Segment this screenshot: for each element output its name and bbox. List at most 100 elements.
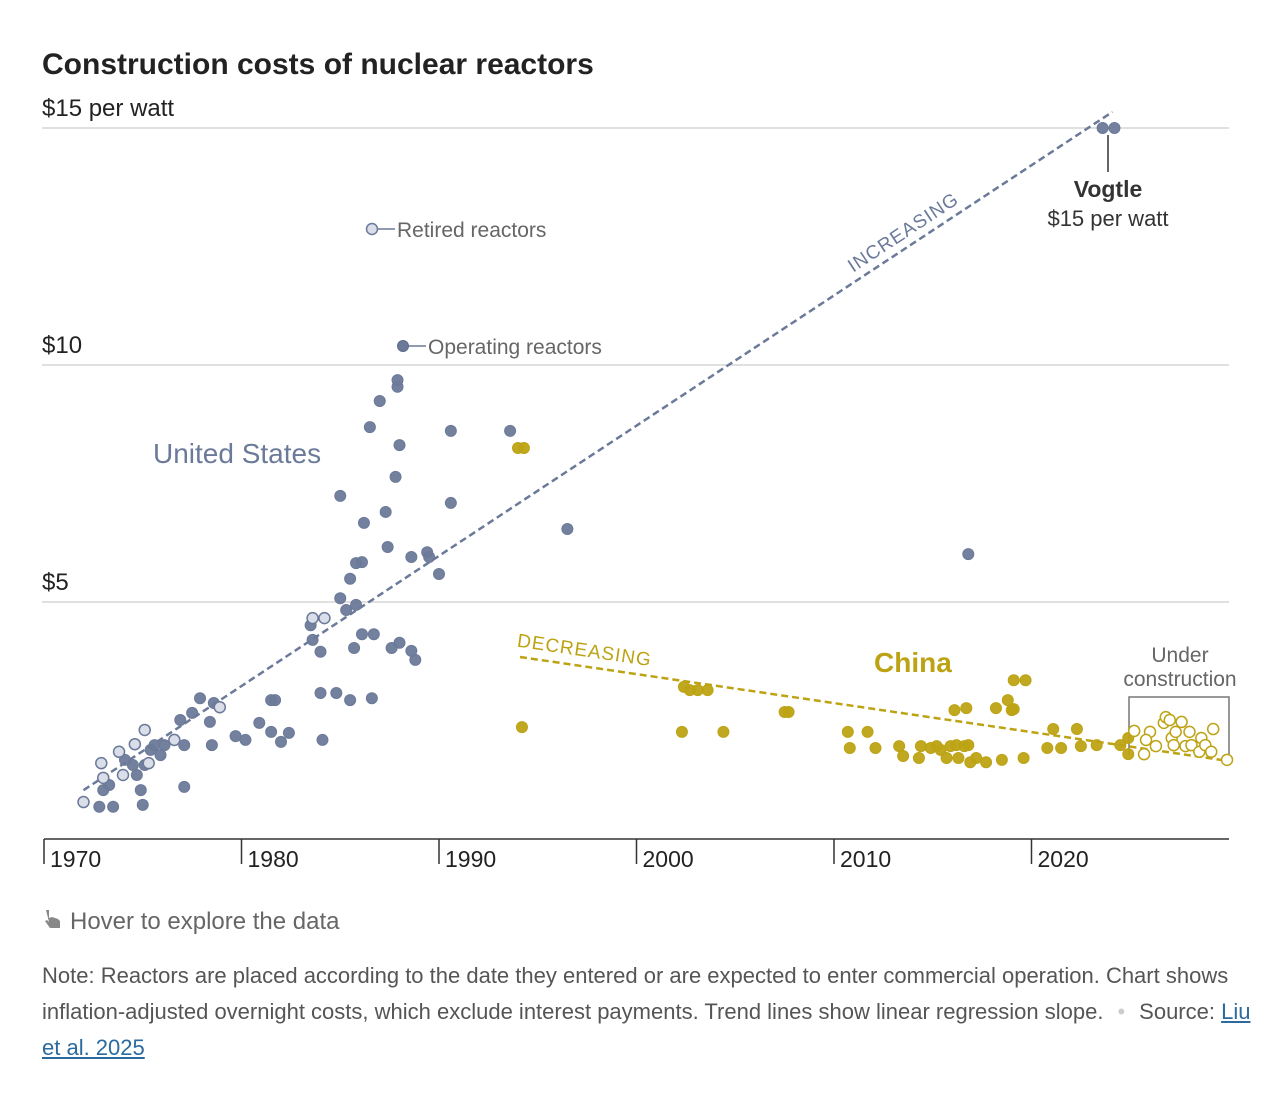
annotation-label: Vogtle bbox=[1074, 176, 1143, 202]
trend-label: INCREASING bbox=[844, 189, 963, 277]
reactor-point bbox=[717, 725, 730, 738]
reactor-point bbox=[306, 611, 319, 625]
reactor-point bbox=[409, 653, 422, 666]
x-tick-label: 2010 bbox=[840, 846, 891, 872]
x-tick-label: 1980 bbox=[248, 846, 299, 872]
reactor-point bbox=[334, 489, 347, 502]
reactor-point bbox=[373, 395, 386, 408]
separator: • bbox=[1117, 999, 1126, 1024]
reactor-point bbox=[782, 705, 795, 718]
reactor-point bbox=[355, 628, 368, 641]
chart: Construction costs of nuclear reactors R… bbox=[42, 48, 1234, 935]
reactor-point bbox=[1137, 747, 1151, 761]
reactor-point bbox=[1183, 725, 1196, 739]
reactor-point bbox=[95, 756, 108, 770]
reactor-point bbox=[980, 756, 993, 769]
reactor-point bbox=[350, 598, 363, 611]
reactor-point bbox=[363, 421, 376, 434]
reactor-point bbox=[1007, 703, 1020, 716]
y-tick-label: $15 per watt bbox=[42, 95, 174, 122]
legend-label: Retired reactors bbox=[397, 219, 546, 242]
reactor-point bbox=[962, 739, 975, 752]
reactor-point bbox=[1041, 741, 1054, 754]
reactor-point bbox=[205, 739, 218, 752]
reactor-point bbox=[1074, 740, 1087, 753]
reactor-point bbox=[960, 702, 973, 715]
reactor-point bbox=[213, 700, 227, 714]
reactor-point bbox=[952, 751, 965, 764]
reactor-point bbox=[275, 735, 287, 748]
reactor-point bbox=[561, 523, 574, 536]
group-label: China bbox=[874, 647, 952, 678]
reactor-point bbox=[1185, 738, 1198, 752]
reactor-point bbox=[1167, 738, 1180, 752]
reactor-point bbox=[1149, 739, 1163, 753]
reactor-point bbox=[1122, 748, 1135, 761]
reactor-point bbox=[314, 645, 327, 658]
reactor-point bbox=[1007, 674, 1020, 687]
reactor-point bbox=[995, 753, 1008, 766]
x-tick-label: 2000 bbox=[643, 846, 694, 872]
reactor-point bbox=[116, 768, 130, 782]
reactor-point bbox=[128, 737, 142, 751]
legend-swatch bbox=[397, 340, 409, 352]
reactor-point bbox=[391, 380, 404, 393]
reactor-point bbox=[107, 800, 120, 813]
trend-label: DECREASING bbox=[516, 631, 653, 671]
reactor-point bbox=[269, 694, 282, 707]
reactor-point bbox=[841, 725, 854, 738]
reactor-point bbox=[1139, 733, 1153, 747]
trend-line bbox=[519, 655, 1228, 763]
reactor-point bbox=[675, 725, 688, 738]
reactor-point bbox=[405, 550, 418, 563]
y-tick-label: $10 bbox=[42, 332, 82, 359]
reactor-point bbox=[381, 541, 394, 554]
source-link[interactable]: Liu et al. 2025 bbox=[42, 999, 1251, 1060]
reactor-point bbox=[316, 733, 329, 746]
reactor-point bbox=[186, 706, 199, 719]
reactor-point bbox=[239, 733, 252, 746]
hand-icon bbox=[45, 910, 60, 928]
reactor-point bbox=[93, 800, 106, 813]
reactor-point bbox=[897, 750, 910, 763]
reactor-point bbox=[314, 687, 327, 700]
reactor-point bbox=[344, 694, 357, 707]
reactor-point bbox=[138, 723, 151, 737]
reactor-point bbox=[306, 633, 319, 646]
reactor-point bbox=[282, 726, 295, 739]
reactor-point bbox=[112, 745, 126, 759]
legend-swatch bbox=[365, 222, 379, 236]
source-label: Source: bbox=[1139, 999, 1215, 1024]
legend-label: Operating reactors bbox=[428, 336, 602, 359]
reactor-point bbox=[962, 548, 975, 561]
reactor-point bbox=[1204, 745, 1218, 759]
reactor-point bbox=[1206, 722, 1220, 736]
reactor-point bbox=[318, 611, 331, 625]
reactor-point bbox=[843, 741, 856, 754]
legend: Retired reactors Operating reactors bbox=[365, 219, 602, 359]
reactor-point bbox=[229, 730, 242, 743]
reactor-point bbox=[504, 424, 517, 437]
reactor-point bbox=[348, 641, 361, 654]
reactor-point bbox=[148, 739, 161, 752]
reactor-point bbox=[869, 741, 882, 754]
reactor-point bbox=[389, 470, 402, 483]
reactor-point bbox=[365, 692, 378, 705]
reactor-point bbox=[154, 749, 167, 762]
reactor-point bbox=[1220, 753, 1234, 767]
notes: Note: Reactors are placed according to t… bbox=[42, 958, 1252, 1066]
reactor-point bbox=[126, 759, 139, 772]
reactor-point bbox=[340, 604, 353, 617]
reactor-point bbox=[174, 714, 187, 727]
reactor-point bbox=[1108, 122, 1121, 134]
reactor-point bbox=[691, 684, 704, 697]
reactor-point bbox=[158, 739, 171, 752]
reactor-point bbox=[861, 725, 874, 738]
chart-title: Construction costs of nuclear reactors bbox=[42, 48, 594, 81]
reactor-point bbox=[444, 496, 457, 509]
reactor-point bbox=[517, 441, 530, 454]
reactor-point bbox=[77, 795, 90, 809]
reactor-point bbox=[1096, 122, 1109, 134]
reactor-point bbox=[134, 784, 147, 797]
